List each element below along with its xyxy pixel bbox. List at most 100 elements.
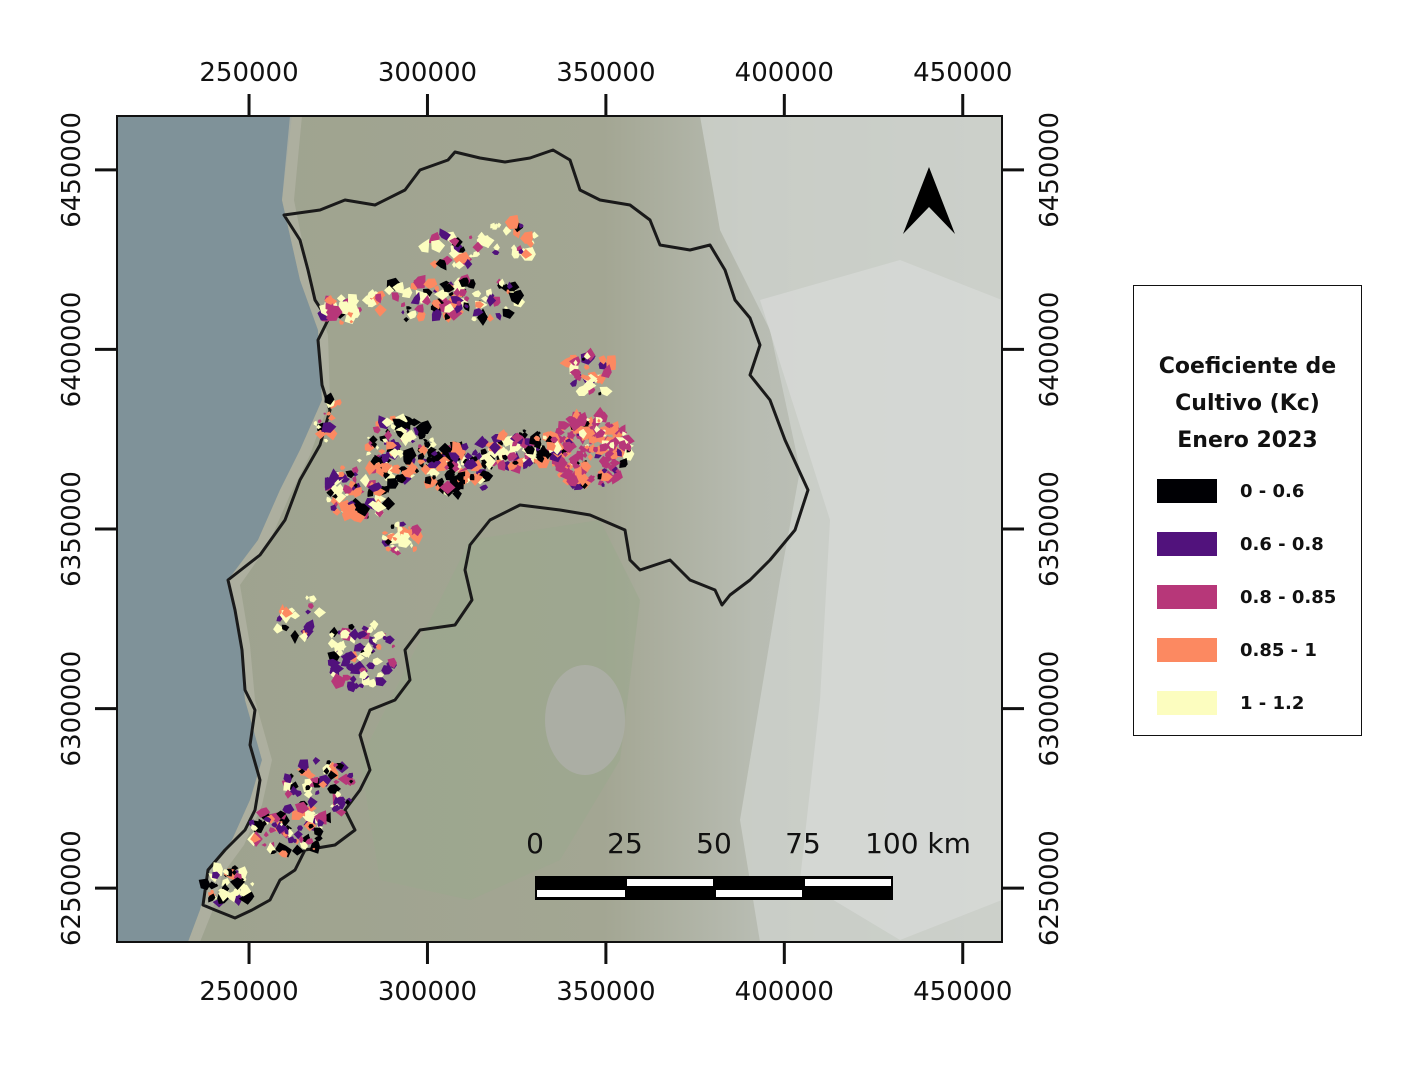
legend-item: 1 - 1.2 [1157,691,1304,715]
crop-parcel [578,428,587,439]
crop-parcel [609,423,614,428]
crop-parcel [581,426,596,441]
crop-parcel [278,850,288,858]
crop-parcel [317,819,324,827]
crop-parcel [374,304,387,317]
crop-parcel [504,214,519,230]
crop-parcel [312,776,319,784]
crop-parcel [611,470,623,485]
x-tick-label-bottom: 300000 [378,977,477,1007]
crop-parcel [584,445,590,450]
crop-parcel [299,632,308,643]
crop-parcel [250,833,261,843]
crop-parcel [598,361,609,370]
crop-parcel [308,824,314,829]
crop-parcel [356,654,365,662]
x-tick-label-top: 400000 [735,58,834,88]
crop-parcel [324,428,338,441]
crop-parcel [243,891,255,901]
crop-parcel [366,289,377,299]
crop-parcel [507,281,513,290]
crop-parcel [480,235,491,249]
crop-parcel [276,810,286,819]
crop-parcel [289,611,301,620]
crop-parcel [367,298,377,308]
crop-parcel [353,682,360,690]
crop-parcel [367,482,383,493]
crop-parcel [432,288,438,293]
crop-parcel [416,312,426,322]
crop-parcel [593,446,598,453]
x-tick-label-top: 350000 [556,58,655,88]
crop-parcel [330,495,340,506]
crop-parcel [444,464,450,471]
crop-parcel [431,239,446,253]
x-tick-label-top: 300000 [378,58,477,88]
crop-parcel [232,869,237,876]
crop-parcel [305,609,312,615]
crop-parcel [425,456,433,464]
x-tick-label-bottom: 450000 [913,977,1012,1007]
crop-parcel [314,429,327,440]
crop-parcel [271,822,278,828]
crop-parcel [392,282,404,294]
crop-parcel [417,452,425,460]
crop-parcel [397,525,403,533]
crop-parcel [601,364,612,378]
crop-parcel [333,779,340,785]
crop-parcel [502,226,512,236]
crop-parcel [430,449,438,457]
crop-parcel [385,635,395,645]
crop-parcel [536,447,552,464]
crop-parcel [421,294,431,306]
crop-parcel [442,447,450,457]
crop-parcel [575,450,584,462]
crop-parcel [324,297,333,305]
scale-segment [716,890,802,897]
crop-parcel [306,835,311,840]
urban-area [545,665,625,775]
crop-parcel [306,804,317,812]
crop-parcel [496,222,502,229]
crop-parcel [599,386,613,397]
y-tick-label-left: 6350000 [57,471,87,587]
crop-parcel [326,411,332,416]
x-tick-label-bottom: 350000 [556,977,655,1007]
crop-parcel [392,537,398,541]
crop-parcel [473,456,478,462]
crop-parcel [464,258,473,270]
crop-parcel [417,429,426,439]
crop-parcel [569,378,577,387]
crop-parcel [327,658,341,668]
crop-parcel [578,445,586,451]
crop-parcel [323,438,329,443]
crop-parcel [358,683,364,689]
crop-parcel [298,835,304,844]
legend-item: 0.85 - 1 [1157,638,1317,662]
crop-parcel [315,790,320,795]
legend: Coeficiente de Cultivo (Kc) Enero 2023 0… [1133,285,1362,736]
crop-parcel [363,642,373,659]
crop-parcel [221,878,230,886]
crop-parcel [601,468,608,474]
crop-parcel [381,464,390,473]
crop-parcel [427,468,440,479]
crop-parcel [551,440,562,455]
crop-parcel [313,420,318,427]
crop-parcel [511,432,524,443]
x-tick-label-top: 450000 [913,58,1012,88]
crop-parcel [582,357,586,361]
crop-parcel [309,839,320,854]
crop-parcel [279,822,283,827]
crop-parcel [335,809,347,817]
crop-parcel [336,646,344,657]
crop-parcel [493,243,500,252]
crop-parcel [577,473,589,482]
crop-parcel [448,452,460,464]
crop-parcel [282,803,295,814]
crop-parcel [327,770,338,780]
crop-parcel [618,440,627,452]
crop-parcel [493,296,501,307]
crop-parcel [270,850,278,855]
legend-label: 0.6 - 0.8 [1240,533,1324,555]
